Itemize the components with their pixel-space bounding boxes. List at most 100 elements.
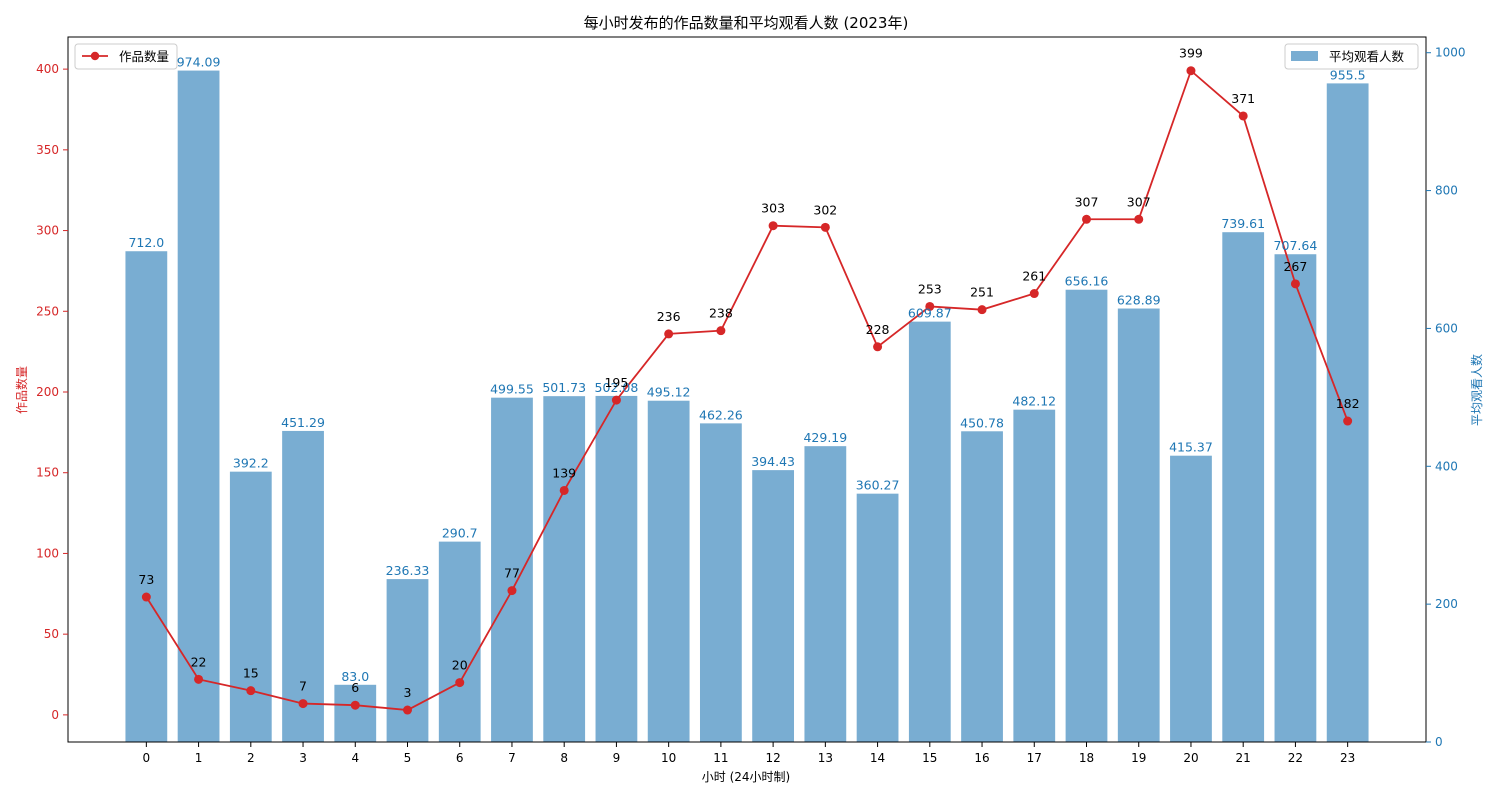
line-point-works-count: [559, 485, 569, 495]
x-tick-label: 0: [143, 751, 151, 765]
x-tick-label: 7: [508, 751, 516, 765]
x-tick-label: 16: [974, 751, 989, 765]
bar-value-label: 712.0: [128, 235, 164, 250]
right-tick-label: 600: [1435, 321, 1458, 335]
bar-avg-viewers: [961, 431, 1003, 742]
bar-avg-viewers: [699, 423, 742, 742]
line-value-label: 3: [404, 685, 412, 700]
line-value-label: 302: [813, 202, 837, 217]
bar-avg-viewers: [752, 470, 795, 742]
x-tick-label: 4: [351, 751, 359, 765]
right-axis-ticks: 0 200 400 600 800 1000: [1426, 46, 1466, 749]
line-value-label: 236: [657, 309, 681, 324]
line-point-works-count: [455, 678, 465, 688]
bar-value-label: 501.73: [542, 380, 586, 395]
line-legend-box: [74, 43, 178, 70]
bar-value-label: 974.09: [177, 55, 221, 70]
line-value-label: 195: [604, 375, 628, 390]
line-value-label: 307: [1075, 194, 1099, 209]
left-tick-label: 250: [36, 304, 59, 318]
x-tick-label: 20: [1183, 751, 1198, 765]
bar-value-label: 609.87: [908, 306, 952, 321]
line-point-works-count: [507, 586, 517, 596]
bar-avg-viewers: [438, 541, 481, 742]
x-tick-label: 12: [765, 751, 780, 765]
bar-avg-viewers: [804, 446, 847, 742]
line-point-works-count: [1134, 214, 1144, 224]
line-value-label: 20: [452, 658, 468, 673]
line-value-label: 139: [552, 465, 576, 480]
x-tick-label: 1: [195, 751, 203, 765]
bar-value-label: 502.08: [595, 380, 639, 395]
bar-avg-viewers: [125, 251, 168, 743]
bar-avg-viewers: [1065, 289, 1108, 742]
line-value-label: 182: [1336, 396, 1360, 411]
chart-title: 每小时发布的作品数量和平均观看人数 (2023年): [584, 14, 909, 32]
bar-value-label: 451.29: [281, 415, 325, 430]
x-tick-label: 21: [1236, 751, 1251, 765]
bar-value-label: 450.78: [960, 415, 1004, 430]
line-point-works-count: [925, 301, 935, 311]
line-value-label: 73: [138, 572, 154, 587]
bar-avg-viewers: [386, 579, 429, 742]
line-value-label: 228: [866, 322, 890, 337]
line-value-label: 261: [1022, 269, 1046, 284]
bar-avg-viewers: [647, 400, 690, 742]
bar-value-label: 656.16: [1065, 274, 1109, 289]
line-point-works-count: [1238, 111, 1248, 121]
right-axis-label: 平均观看人数: [1469, 354, 1484, 426]
line-value-label: 371: [1231, 91, 1255, 106]
bar-value-label: 83.0: [341, 669, 369, 684]
line-value-label: 399: [1179, 46, 1203, 61]
bar-avg-viewers: [595, 395, 638, 742]
left-axis-label: 作品数量: [14, 366, 29, 414]
x-tick-label: 13: [818, 751, 833, 765]
left-tick-label: 0: [51, 708, 59, 722]
labels-layer: 712.0 974.09 392.2 451.29 83.0 236.33 290.7 499…: [128, 46, 1365, 700]
x-tick-label: 22: [1288, 751, 1303, 765]
line-value-label: 22: [191, 654, 207, 669]
series-line-works-count: [145, 69, 1349, 711]
line-value-label: 77: [504, 566, 520, 581]
bar-value-label: 462.26: [699, 407, 743, 422]
line-value-label: 307: [1127, 194, 1151, 209]
x-tick-label: 6: [456, 751, 464, 765]
bar-legend-label: 平均观看人数: [1329, 49, 1405, 64]
line-point-works-count: [873, 342, 883, 352]
line-point-works-count: [1082, 214, 1091, 224]
bar-value-label: 628.89: [1117, 293, 1161, 308]
bar-value-label: 495.12: [647, 385, 691, 400]
line-value-label: 7: [299, 679, 307, 694]
x-tick-label: 3: [299, 751, 307, 765]
bar-avg-viewers: [282, 430, 324, 742]
line-point-works-count: [1029, 289, 1039, 299]
line-point-works-count: [350, 700, 360, 710]
bar-avg-viewers: [1222, 232, 1265, 742]
bar-value-label: 499.55: [490, 382, 534, 397]
bar-value-label: 429.19: [803, 430, 847, 445]
bar-avg-viewers: [229, 471, 272, 742]
bar-legend-box: [1284, 43, 1419, 70]
right-tick-label: 200: [1435, 597, 1458, 611]
x-tick-label: 19: [1131, 751, 1146, 765]
bar-avg-viewers: [856, 493, 899, 742]
line-point-works-count: [768, 221, 778, 231]
bar-avg-viewers: [1117, 308, 1160, 742]
bar-value-label: 236.33: [386, 563, 430, 578]
line-value-label: 238: [709, 306, 733, 321]
x-axis-ticks: 0 1 2 3 4 5 6 7 8 9 10 11 12 13 14 15 16 17 18 19 20 21 22 23: [143, 742, 1355, 765]
line-point-works-count: [141, 592, 151, 602]
bar-value-label: 394.43: [751, 454, 795, 469]
bar-avg-viewers: [177, 70, 220, 742]
bar-value-label: 415.37: [1169, 440, 1213, 455]
bar-avg-viewers: [1274, 254, 1317, 742]
bar-value-label: 955.5: [1330, 67, 1366, 82]
x-tick-label: 5: [404, 751, 412, 765]
line-point-works-count: [246, 686, 256, 696]
right-tick-label: 0: [1435, 735, 1443, 749]
plot-frame: [67, 36, 1427, 743]
bar-legend-swatch: [1291, 51, 1318, 61]
x-tick-label: 17: [1027, 751, 1042, 765]
x-tick-label: 8: [560, 751, 568, 765]
